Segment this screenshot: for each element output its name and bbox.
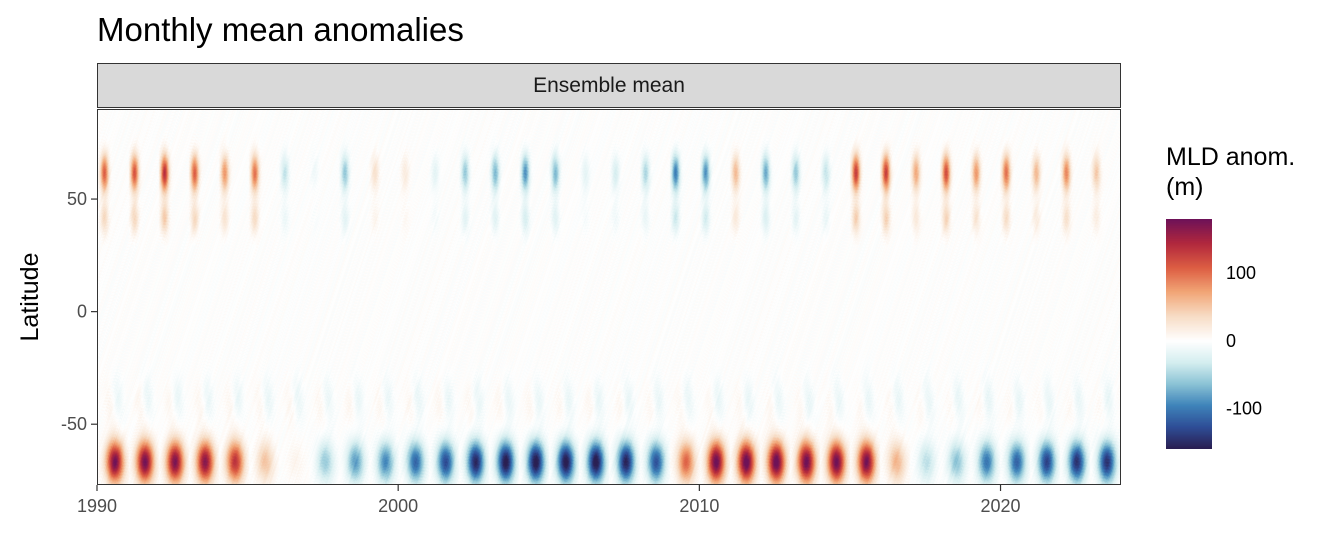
legend-tick-label: 0 xyxy=(1226,331,1236,351)
facet-label: Ensemble mean xyxy=(533,73,685,97)
y-tick-label: -50 xyxy=(61,414,87,434)
plot-panel xyxy=(97,109,1121,485)
legend-title-line2: (m) xyxy=(1166,173,1204,201)
y-axis: 50 0 -50 xyxy=(61,189,97,434)
x-tick-label: 1990 xyxy=(77,496,117,516)
heatmap-raster xyxy=(98,110,1120,484)
legend-tick-label: -100 xyxy=(1226,398,1262,418)
legend-title-line1: MLD anom. xyxy=(1166,143,1296,171)
y-tick-label: 50 xyxy=(67,189,87,209)
legend-tick-label: 100 xyxy=(1226,263,1256,283)
y-axis-title: Latitude xyxy=(16,253,44,342)
x-axis: 1990 2000 2010 2020 xyxy=(77,485,1021,516)
chart-title: Monthly mean anomalies xyxy=(97,11,464,48)
x-tick-label: 2010 xyxy=(679,496,719,516)
legend-colorbar xyxy=(1166,219,1212,449)
x-tick-label: 2000 xyxy=(378,496,418,516)
x-tick-label: 2020 xyxy=(981,496,1021,516)
legend-title: MLD anom. (m) xyxy=(1166,142,1295,202)
y-tick-label: 0 xyxy=(77,302,87,322)
facet-strip: Ensemble mean xyxy=(97,63,1121,108)
